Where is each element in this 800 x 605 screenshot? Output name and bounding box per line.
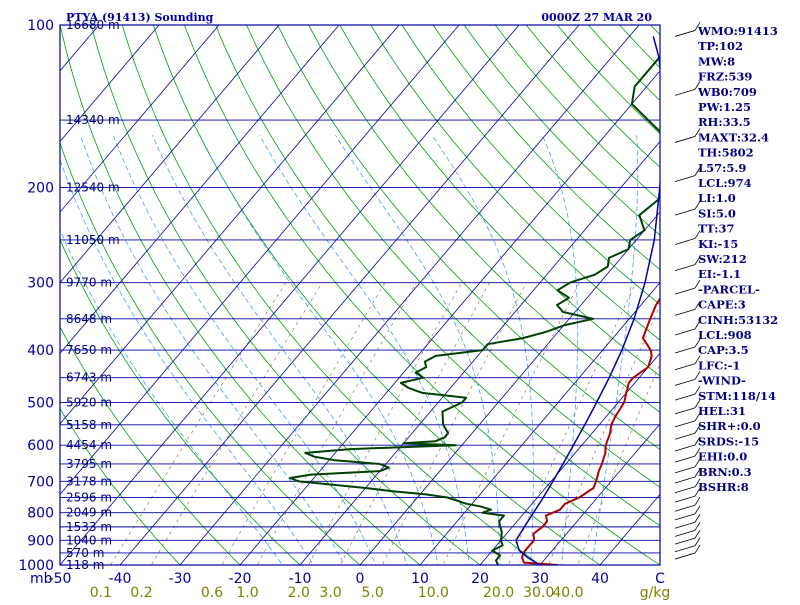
index-line: BRN:0.3: [698, 465, 752, 479]
index-line: EI:-1.1: [698, 267, 741, 281]
temperature-tick-label: 40: [591, 571, 609, 587]
height-label: 6743 m: [66, 371, 112, 385]
height-label: 12540 m: [66, 181, 120, 195]
mixing-ratio-tick-label: 1.0: [236, 585, 258, 600]
index-line: WB0:709: [697, 85, 757, 99]
index-line: TP:102: [698, 39, 743, 53]
height-label: 4454 m: [66, 438, 112, 452]
height-label: 5920 m: [66, 395, 112, 409]
time-title: 0000Z 27 MAR 20: [541, 11, 652, 24]
height-label: 16680 m: [66, 18, 120, 32]
height-label: 1533 m: [66, 520, 112, 534]
index-line: MW:8: [698, 54, 735, 68]
index-line: WMO:91413: [697, 24, 778, 38]
pressure-tick-label: 300: [27, 276, 54, 292]
mixing-ratio-tick-label: 2.0: [288, 585, 310, 600]
height-label: 8648 m: [66, 312, 112, 326]
height-label: 3795 m: [66, 457, 112, 471]
index-line: -PARCEL-: [698, 282, 760, 296]
index-line: LI:1.0: [698, 191, 736, 205]
mixing-ratio-tick-label: 5.0: [361, 585, 383, 600]
pressure-tick-label: 500: [27, 395, 54, 411]
height-label: 7650 m: [66, 343, 112, 357]
pressure-tick-label: 400: [27, 343, 54, 359]
index-line: KI:-15: [698, 237, 738, 251]
index-line: TT:37: [698, 222, 735, 236]
height-label: 2596 m: [66, 491, 112, 505]
pressure-tick-label: 700: [27, 474, 54, 490]
index-line: STM:118/14: [698, 389, 776, 403]
pressure-tick-label: 800: [27, 506, 54, 522]
index-line: CAPE:3: [698, 298, 746, 312]
height-label: 5158 m: [66, 418, 112, 432]
height-label: 2049 m: [66, 506, 112, 520]
height-label: 118 m: [66, 558, 104, 572]
temperature-tick-label: -50: [49, 571, 72, 587]
index-line: -WIND-: [698, 374, 746, 388]
mixing-ratio-tick-label: 0.2: [130, 585, 152, 600]
index-line: RH:33.5: [698, 115, 751, 129]
index-line: FRZ:539: [698, 70, 752, 84]
height-label: 3178 m: [66, 474, 112, 488]
pressure-tick-label: 900: [27, 533, 54, 549]
index-line: SI:5.0: [698, 206, 736, 220]
mixing-ratio-tick-label: 3.0: [319, 585, 341, 600]
index-line: L57:5.9: [698, 161, 746, 175]
mixing-ratio-tick-label: 0.6: [201, 585, 223, 600]
temperature-tick-label: -40: [109, 571, 132, 587]
pressure-tick-label: 100: [27, 18, 54, 34]
height-label: 9770 m: [66, 276, 112, 290]
mixing-ratio-tick-label: 0.1: [90, 585, 112, 600]
pressure-tick-label: 600: [27, 438, 54, 454]
height-label: 14340 m: [66, 113, 120, 127]
index-line: EHI:0.0: [698, 450, 747, 464]
index-line: BSHR:8: [698, 480, 749, 494]
index-line: CAP:3.5: [698, 343, 749, 357]
index-line: HEL:31: [698, 404, 746, 418]
index-line: SRDS:-15: [698, 434, 759, 448]
height-label: 11050 m: [66, 233, 120, 247]
index-line: LFC:-1: [698, 358, 740, 372]
index-line: PW:1.25: [698, 100, 751, 114]
mixing-ratio-tick-label: 40.0: [552, 585, 583, 600]
pressure-tick-label: 200: [27, 181, 54, 197]
temperature-tick-label: -30: [169, 571, 192, 587]
mixing-ratio-tick-label: 30.0: [523, 585, 554, 600]
mixing-ratio-tick-label: 10.0: [418, 585, 449, 600]
mixing-ratio-tick-label: 20.0: [483, 585, 514, 600]
index-line: LCL:908: [698, 328, 752, 342]
mixing-ratio-tick-label: g/kg: [640, 585, 671, 600]
index-line: TH:5802: [698, 146, 754, 160]
index-line: CINH:53132: [698, 313, 778, 327]
index-line: MAXT:32.4: [698, 130, 769, 144]
index-line: LCL:974: [698, 176, 752, 190]
index-line: SHR+:0.0: [698, 419, 761, 433]
index-line: SW:212: [698, 252, 747, 266]
